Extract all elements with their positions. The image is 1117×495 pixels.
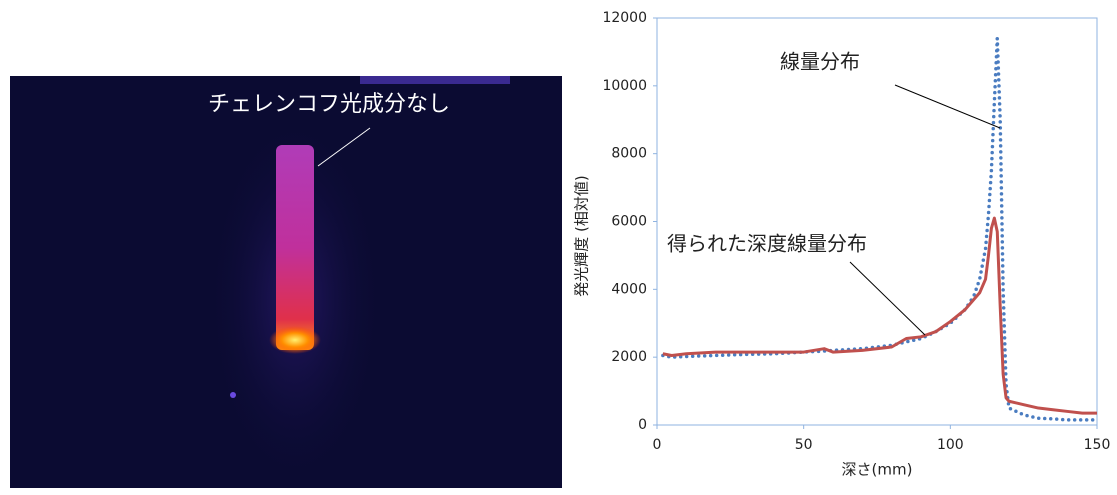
series-label: 線量分布 [780, 50, 860, 74]
y-tick-label: 4000 [611, 281, 647, 297]
hot-spot [269, 326, 321, 354]
y-axis-label: 発光輝度 (相対値) [573, 175, 591, 296]
x-tick-label: 150 [1084, 437, 1111, 453]
x-axis-label: 深さ(mm) [842, 461, 913, 479]
series-line [663, 38, 1097, 420]
label-leader [850, 262, 925, 335]
y-tick-label: 2000 [611, 349, 647, 365]
x-tick-label: 100 [937, 437, 964, 453]
image-annotation: チェレンコフ光成分なし [208, 92, 450, 117]
plot-frame [657, 18, 1097, 425]
x-tick-label: 0 [653, 437, 662, 453]
x-tick-label: 50 [795, 437, 813, 453]
y-tick-label: 10000 [602, 78, 647, 94]
label-leader [895, 85, 1000, 128]
figure: チェレンコフ光成分なし 深さ(mm) 発光輝度 (相対値) 0 2000 4000 6… [0, 0, 1117, 491]
y-tick-label: 6000 [611, 214, 647, 230]
speck [230, 392, 236, 398]
top-glow [360, 76, 510, 84]
luminescence-image: チェレンコフ光成分なし [10, 76, 562, 490]
series-label: 得られた深度線量分布 [667, 232, 867, 256]
y-tick-label: 8000 [611, 146, 647, 162]
y-tick-label: 12000 [602, 10, 647, 26]
beam-column [276, 145, 314, 350]
y-tick-label: 0 [638, 417, 647, 433]
